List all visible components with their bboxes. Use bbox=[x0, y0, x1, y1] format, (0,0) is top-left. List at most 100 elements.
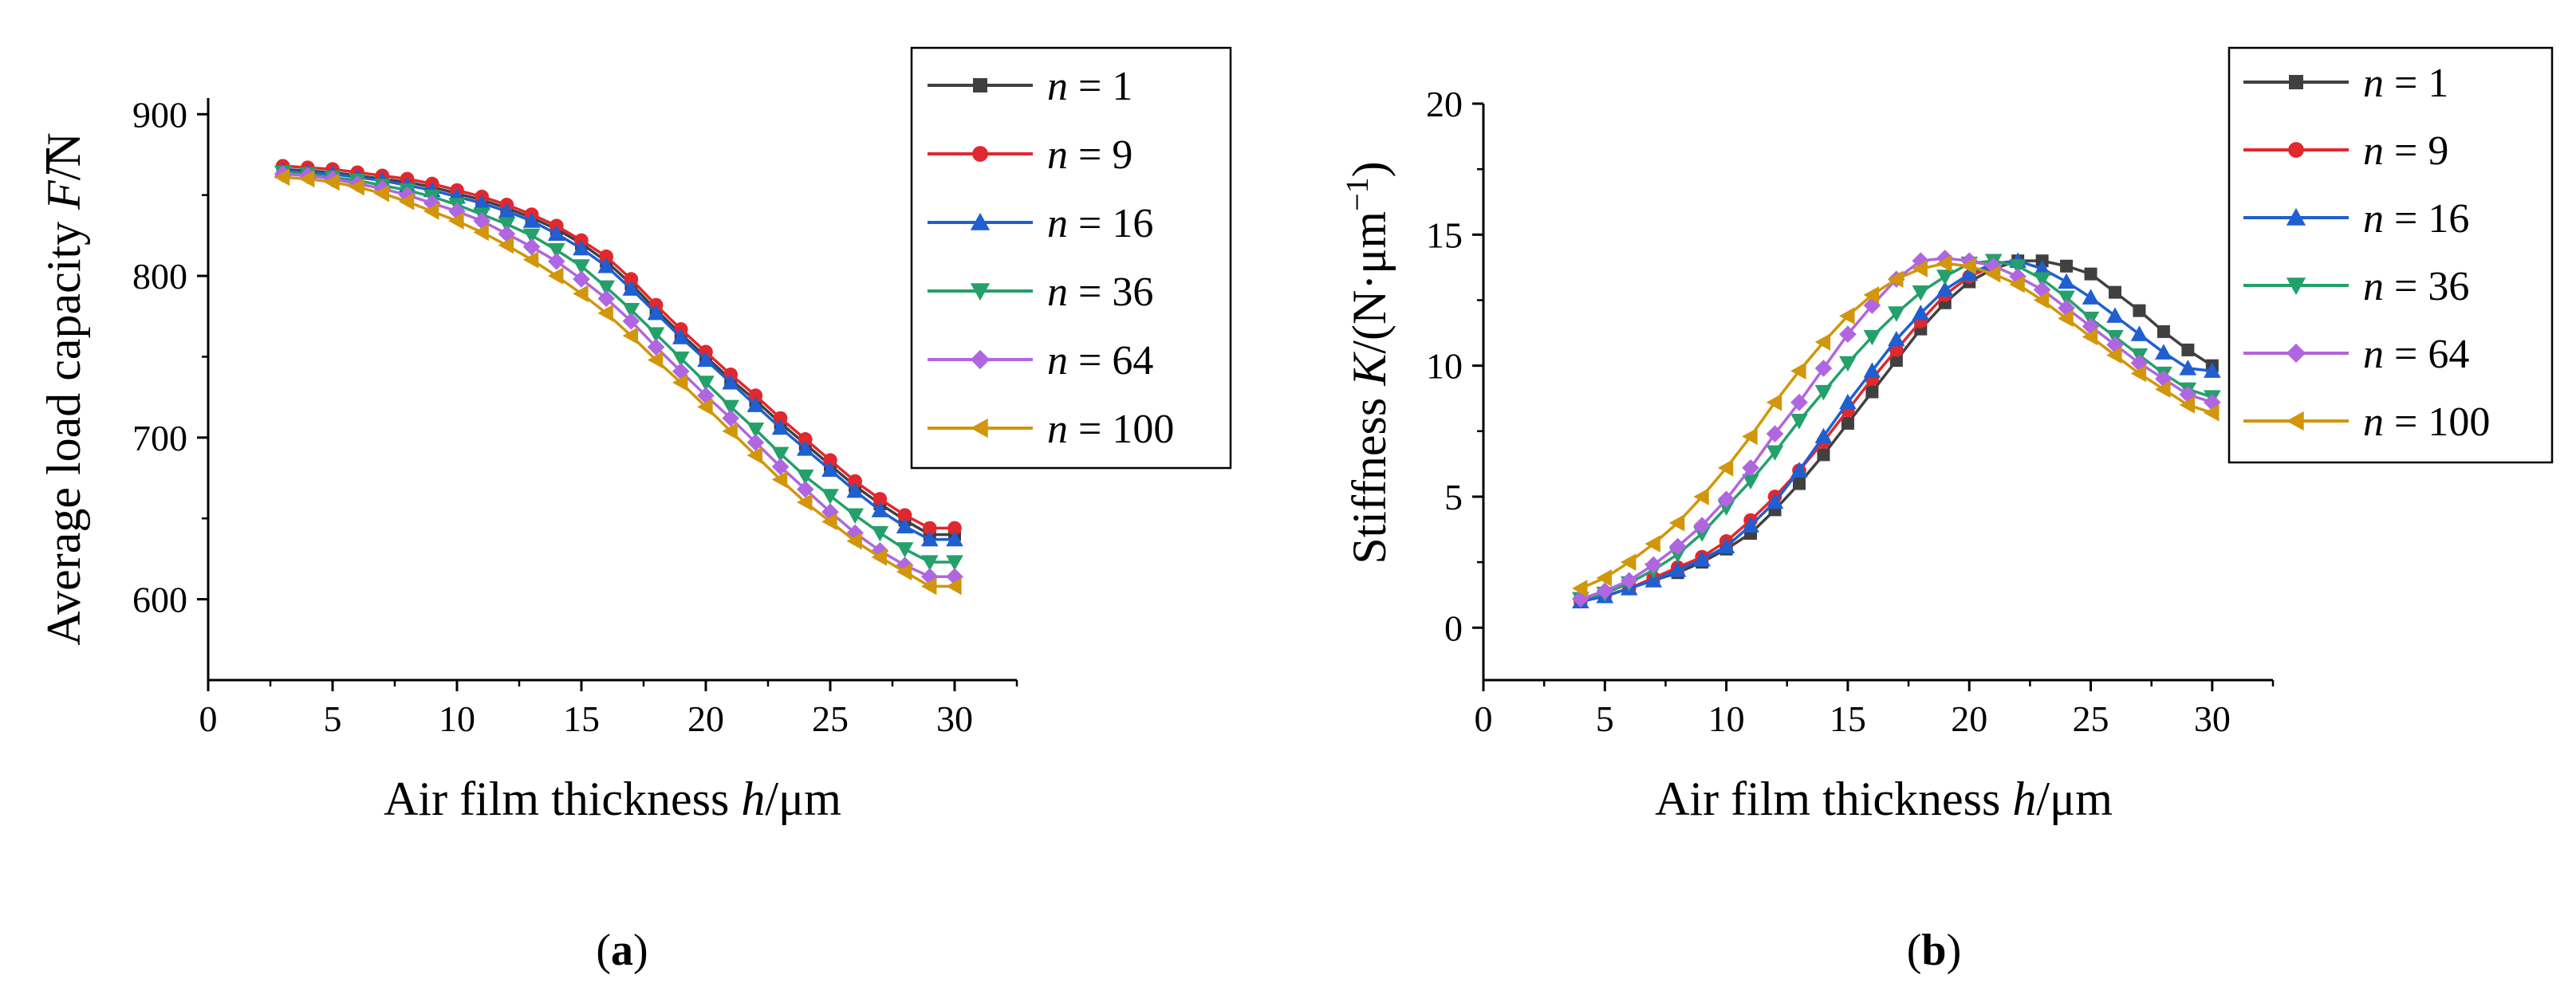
data-point-n16 bbox=[1936, 281, 1954, 297]
chart-a-x-tick-label: 0 bbox=[199, 698, 218, 739]
chart-b-x-tick-label: 0 bbox=[1475, 698, 1493, 739]
data-point-n100 bbox=[1717, 459, 1734, 477]
data-point-n100 bbox=[846, 532, 862, 550]
legend-marker-n100 bbox=[2286, 411, 2304, 431]
series-line-n100 bbox=[282, 175, 955, 588]
data-point-n9 bbox=[923, 521, 937, 536]
data-point-n100 bbox=[1936, 254, 1952, 273]
data-point-n64 bbox=[597, 289, 615, 308]
data-point-n100 bbox=[2106, 346, 2122, 364]
data-point-n16 bbox=[2058, 273, 2075, 289]
data-point-n100 bbox=[1620, 553, 1637, 571]
chart-a-legend-item: n = 64 bbox=[928, 338, 1153, 384]
legend-marker-n36 bbox=[970, 283, 991, 301]
data-point-n100 bbox=[946, 577, 962, 596]
data-point-n36 bbox=[573, 259, 590, 275]
data-point-n100 bbox=[2082, 328, 2098, 346]
chart-b-legend-item: n = 64 bbox=[2243, 332, 2469, 377]
data-point-n9 bbox=[823, 453, 837, 468]
data-point-n64 bbox=[1668, 537, 1687, 556]
data-point-n36 bbox=[1814, 384, 1833, 401]
data-point-n36 bbox=[946, 555, 963, 571]
data-point-n16 bbox=[746, 396, 765, 412]
chart-a-legend-item: n = 36 bbox=[928, 269, 1153, 315]
chart-a-legend-item: n = 100 bbox=[928, 407, 1174, 452]
data-point-n16 bbox=[1644, 572, 1663, 588]
data-point-n36 bbox=[722, 399, 739, 416]
data-point-n36 bbox=[647, 327, 665, 343]
data-point-n16 bbox=[896, 517, 914, 534]
data-point-n1 bbox=[2181, 343, 2195, 356]
chart-b-legend-item: n = 36 bbox=[2243, 264, 2469, 309]
data-point-n64 bbox=[2130, 354, 2149, 372]
chart-a-y-tick-label: 700 bbox=[132, 418, 187, 458]
chart-a-y-title: Average load capacity F/N bbox=[37, 132, 90, 646]
data-point-n36 bbox=[1839, 356, 1857, 372]
data-point-n100 bbox=[821, 513, 837, 531]
chart-b-series-n100 bbox=[1572, 254, 2220, 597]
data-point-n64 bbox=[1596, 582, 1614, 600]
chart-b-ticks: 0 5 10 15 20 25 30 0 5 10 15 20 bbox=[1426, 84, 2275, 739]
legend-label-n100: n = 100 bbox=[1047, 407, 1174, 452]
data-point-n64 bbox=[573, 270, 590, 288]
series-line-n64 bbox=[282, 172, 955, 578]
data-point-n100 bbox=[622, 327, 639, 344]
data-point-n16 bbox=[1717, 537, 1735, 554]
chart-b-y-tick-label: 10 bbox=[1426, 346, 1463, 387]
data-point-n16 bbox=[573, 239, 590, 256]
chart-a-legend-item: n = 9 bbox=[928, 132, 1132, 178]
data-point-n36 bbox=[498, 217, 516, 233]
data-point-n16 bbox=[522, 212, 541, 228]
data-point-n1 bbox=[1889, 354, 1903, 368]
data-point-n16 bbox=[498, 203, 516, 218]
data-point-n16 bbox=[2106, 307, 2124, 323]
legend-marker-n16 bbox=[970, 212, 991, 230]
chart-b-x-tick-label: 20 bbox=[1951, 698, 1987, 739]
data-point-n64 bbox=[448, 203, 466, 220]
data-point-n100 bbox=[498, 236, 514, 254]
chart-b-x-tick-label: 15 bbox=[1830, 698, 1866, 739]
chart-b-legend-item: n = 1 bbox=[2243, 61, 2448, 106]
chart-b-legend-items: n = 1 n = 9 n = 16 n = 36 n = 64 n = 100 bbox=[2243, 61, 2490, 445]
data-point-n9 bbox=[947, 521, 962, 536]
series-line-n1 bbox=[282, 167, 955, 537]
data-point-n100 bbox=[1693, 488, 1709, 505]
chart-b-x-tick-label: 25 bbox=[2073, 698, 2109, 739]
data-point-n16 bbox=[1742, 517, 1759, 533]
data-point-n100 bbox=[597, 304, 613, 322]
chart-b-y-tick-label: 20 bbox=[1426, 84, 1463, 124]
data-point-n16 bbox=[1960, 265, 1979, 281]
data-point-n1 bbox=[1817, 448, 1830, 462]
chart-a-panel-label: (a) bbox=[596, 926, 648, 975]
data-point-n36 bbox=[1790, 414, 1808, 430]
data-point-n16 bbox=[473, 195, 490, 210]
legend-marker-n100 bbox=[970, 418, 988, 439]
chart-a-series-n9 bbox=[275, 159, 962, 536]
data-point-n16 bbox=[2130, 325, 2149, 341]
data-point-n100 bbox=[921, 577, 937, 596]
data-point-n100 bbox=[1960, 257, 1976, 275]
data-point-n16 bbox=[548, 225, 565, 241]
data-point-n16 bbox=[797, 440, 814, 456]
data-point-n100 bbox=[1984, 265, 2001, 283]
data-point-n64 bbox=[1717, 490, 1735, 509]
data-point-n1 bbox=[2109, 285, 2121, 299]
data-point-n100 bbox=[423, 203, 439, 220]
data-point-n16 bbox=[597, 258, 615, 273]
chart-a-series-n64 bbox=[274, 165, 963, 586]
data-point-n100 bbox=[548, 267, 564, 285]
chart-b-y-title: Stiffness K/(N·μm−1) bbox=[1339, 161, 1396, 564]
chart-b-legend bbox=[2227, 46, 2554, 464]
data-point-n100 bbox=[2155, 380, 2171, 399]
chart-a-x-tick-label: 5 bbox=[324, 698, 342, 739]
data-point-n36 bbox=[672, 351, 690, 368]
data-point-n36 bbox=[2009, 259, 2027, 275]
series-line-n9 bbox=[282, 164, 955, 530]
data-point-n100 bbox=[746, 446, 763, 464]
data-point-n64 bbox=[1960, 252, 1979, 269]
data-point-n100 bbox=[697, 398, 713, 416]
data-point-n100 bbox=[324, 173, 340, 191]
data-point-n16 bbox=[1790, 462, 1808, 478]
data-point-n36 bbox=[2033, 272, 2051, 288]
chart-b: 0 5 10 15 20 25 30 0 5 10 15 20 Stiffness K/(N·μm−1… bbox=[1339, 46, 2554, 975]
